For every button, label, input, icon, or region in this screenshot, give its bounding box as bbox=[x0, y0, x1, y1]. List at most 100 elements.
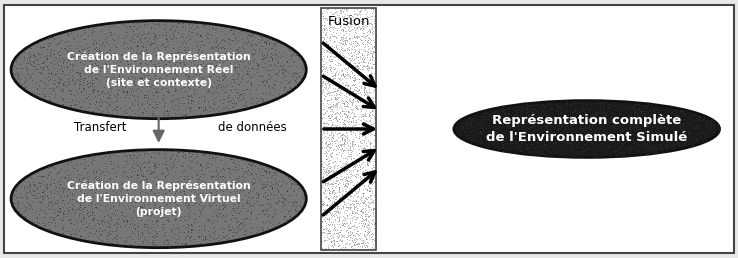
Point bbox=[601, 103, 613, 107]
Point bbox=[640, 139, 652, 143]
Point bbox=[368, 175, 379, 179]
Point bbox=[163, 219, 175, 223]
Point bbox=[64, 82, 76, 86]
Point bbox=[45, 176, 57, 180]
Point bbox=[637, 128, 649, 133]
Point bbox=[332, 140, 344, 144]
Point bbox=[184, 106, 196, 110]
Point bbox=[195, 75, 207, 79]
Point bbox=[110, 174, 122, 179]
Point bbox=[53, 81, 65, 85]
Point bbox=[565, 123, 576, 127]
Point bbox=[319, 32, 331, 36]
Point bbox=[363, 46, 375, 50]
Point bbox=[148, 21, 159, 25]
Point bbox=[151, 106, 163, 110]
Point bbox=[337, 168, 349, 172]
Point bbox=[369, 64, 381, 68]
Point bbox=[337, 46, 348, 50]
Point bbox=[10, 56, 21, 60]
Point bbox=[661, 133, 673, 137]
Point bbox=[319, 226, 331, 230]
Point bbox=[498, 108, 510, 112]
Point bbox=[114, 72, 125, 76]
Point bbox=[237, 43, 249, 47]
Point bbox=[535, 150, 547, 155]
Point bbox=[207, 101, 218, 105]
Point bbox=[590, 136, 602, 140]
Point bbox=[351, 172, 363, 176]
Point bbox=[505, 140, 517, 144]
Point bbox=[369, 220, 381, 224]
Point bbox=[607, 145, 618, 149]
Point bbox=[151, 210, 162, 214]
Point bbox=[268, 82, 280, 86]
Point bbox=[573, 110, 584, 114]
Point bbox=[566, 133, 578, 137]
Point bbox=[676, 109, 688, 113]
Point bbox=[10, 195, 22, 199]
Point bbox=[153, 33, 165, 37]
Point bbox=[638, 141, 650, 145]
Point bbox=[44, 182, 56, 187]
Point bbox=[320, 121, 332, 125]
Point bbox=[559, 135, 570, 139]
Point bbox=[690, 136, 702, 141]
Point bbox=[68, 183, 80, 187]
Point bbox=[369, 61, 381, 65]
Point bbox=[41, 193, 52, 197]
Point bbox=[111, 240, 123, 244]
Point bbox=[503, 132, 515, 136]
Point bbox=[337, 10, 348, 14]
Point bbox=[67, 49, 79, 53]
Point bbox=[223, 236, 235, 240]
Point bbox=[224, 27, 235, 31]
Point bbox=[594, 105, 606, 109]
Point bbox=[590, 152, 602, 156]
Point bbox=[666, 110, 678, 114]
Point bbox=[52, 170, 64, 174]
Point bbox=[456, 136, 468, 141]
Point bbox=[508, 141, 520, 145]
Point bbox=[270, 72, 282, 76]
Point bbox=[365, 178, 376, 182]
Point bbox=[77, 157, 89, 161]
Point bbox=[231, 200, 243, 204]
Point bbox=[567, 110, 579, 114]
Point bbox=[207, 201, 219, 206]
Point bbox=[94, 50, 106, 54]
Point bbox=[272, 50, 284, 54]
Point bbox=[356, 17, 368, 21]
Point bbox=[131, 176, 142, 181]
Point bbox=[350, 128, 362, 133]
Point bbox=[600, 136, 612, 141]
Point bbox=[89, 205, 100, 209]
Point bbox=[50, 56, 62, 60]
Point bbox=[290, 80, 302, 85]
Point bbox=[593, 110, 604, 114]
Point bbox=[317, 246, 328, 251]
Point bbox=[179, 107, 190, 111]
Point bbox=[328, 125, 340, 130]
Point bbox=[527, 134, 539, 139]
Point bbox=[252, 191, 263, 195]
Point bbox=[330, 70, 342, 75]
Point bbox=[330, 179, 342, 183]
Point bbox=[170, 73, 182, 77]
Point bbox=[49, 72, 61, 76]
Point bbox=[355, 208, 367, 212]
Point bbox=[657, 126, 669, 131]
Point bbox=[204, 109, 215, 113]
Point bbox=[342, 13, 354, 17]
Point bbox=[493, 122, 505, 126]
Point bbox=[666, 124, 677, 128]
Point bbox=[194, 212, 206, 216]
Point bbox=[43, 227, 55, 231]
Point bbox=[576, 145, 587, 149]
Point bbox=[341, 115, 353, 119]
Point bbox=[60, 176, 72, 180]
Point bbox=[370, 35, 382, 39]
Point bbox=[606, 115, 618, 119]
Point bbox=[319, 238, 331, 242]
Point bbox=[75, 76, 86, 80]
